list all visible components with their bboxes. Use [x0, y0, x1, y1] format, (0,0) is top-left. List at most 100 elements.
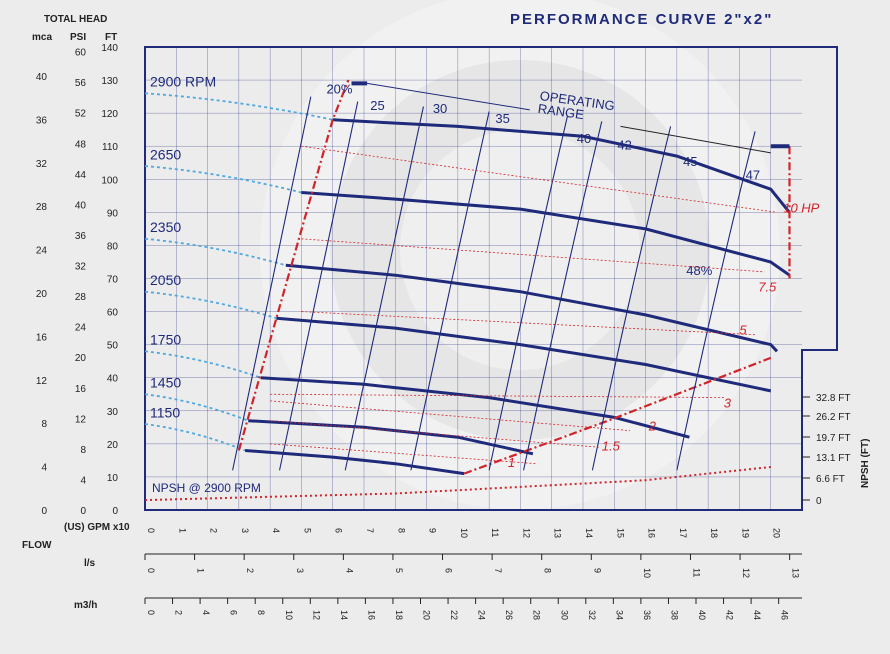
psi-header: PSI — [70, 32, 86, 43]
gpm-tick: 16 — [647, 528, 657, 538]
ft-tick: 120 — [101, 109, 118, 120]
ft-tick: 100 — [101, 175, 118, 186]
power-label: 3 — [724, 395, 732, 410]
psi-tick: 20 — [75, 353, 87, 364]
gpm-tick: 20 — [772, 528, 782, 538]
psi-tick: 32 — [75, 262, 87, 273]
m3h-tick: 12 — [311, 610, 321, 620]
psi-tick: 36 — [75, 231, 87, 242]
psi-tick: 60 — [75, 48, 87, 59]
mca-tick: 0 — [41, 506, 47, 517]
gpm-tick: 18 — [709, 528, 719, 538]
series-dashed-extension — [144, 350, 262, 379]
psi-tick: 40 — [75, 200, 87, 211]
ls-tick: 6 — [444, 568, 454, 573]
series-line — [244, 449, 465, 476]
efficiency-line — [344, 106, 424, 471]
gpm-tick: 17 — [678, 528, 688, 538]
npsh-tick: 6.6 FT — [816, 474, 845, 485]
gpm-tick: 10 — [459, 528, 469, 538]
psi-tick: 4 — [80, 475, 86, 486]
efficiency-label: 35 — [495, 111, 509, 126]
mca-header: mca — [32, 32, 52, 43]
series-dashed-extension — [144, 165, 302, 194]
gpm-tick: 4 — [271, 528, 281, 533]
series-line — [332, 118, 791, 214]
m3h-tick: 42 — [725, 610, 735, 620]
m3h-tick: 26 — [504, 610, 514, 620]
psi-tick: 24 — [75, 323, 87, 334]
power-label: 7.5 — [758, 280, 777, 295]
ft-tick: 10 — [107, 473, 119, 484]
npsh-curve-label: NPSH @ 2900 RPM — [152, 481, 261, 495]
m3h-tick: 44 — [752, 610, 762, 620]
efficiency-label: 25 — [370, 98, 384, 113]
efficiency-label: 48% — [686, 263, 712, 278]
gpm-tick: 6 — [334, 528, 344, 533]
series-dashed-extension — [144, 237, 287, 267]
power-label: 2 — [648, 419, 657, 434]
npsh-tick: 32.8 FT — [816, 393, 850, 404]
m3h-tick: 46 — [780, 610, 790, 620]
ls-tick: 0 — [146, 568, 156, 573]
ft-tick: 80 — [107, 241, 119, 252]
ls-tick: 2 — [245, 568, 255, 573]
mca-tick: 40 — [36, 72, 48, 83]
m3h-tick: 8 — [256, 610, 266, 615]
psi-tick: 16 — [75, 384, 87, 395]
gpm-tick: 14 — [584, 528, 594, 538]
ft-tick: 130 — [101, 76, 118, 87]
psi-tick: 0 — [80, 506, 86, 517]
ft-tick: 140 — [101, 43, 118, 54]
m3h-tick: 16 — [366, 610, 376, 620]
power-line — [301, 238, 765, 273]
gpm-tick: 12 — [521, 528, 531, 538]
chart-title: PERFORMANCE CURVE 2"x2" — [510, 11, 773, 28]
series-line — [285, 263, 779, 353]
ft-tick: 70 — [107, 275, 119, 286]
ls-tick: 10 — [642, 568, 652, 578]
gpm-tick: 9 — [428, 528, 438, 533]
series-label: 2900 RPM — [150, 74, 216, 90]
mca-tick: 24 — [36, 246, 48, 257]
ls-tick: 4 — [344, 568, 354, 573]
power-label: 5 — [739, 323, 747, 338]
ft-tick: 20 — [107, 440, 119, 451]
ls-tick: 1 — [196, 568, 206, 573]
ls-tick: 7 — [493, 568, 503, 573]
power-label: 1.5 — [602, 438, 621, 453]
gpm-tick: 19 — [740, 528, 750, 538]
efficiency-label: 42 — [617, 138, 631, 153]
m3h-tick: 24 — [477, 610, 487, 620]
series-label: 2650 — [150, 146, 181, 162]
m3h-tick: 4 — [201, 610, 211, 615]
efficiency-label: 45 — [683, 154, 697, 169]
ls-tick: 5 — [394, 568, 404, 573]
npsh-tick: 13.1 FT — [816, 453, 850, 464]
series-label: 1150 — [150, 404, 180, 420]
gpm-tick: 0 — [146, 528, 156, 533]
ft-tick: 30 — [107, 407, 119, 418]
axes: 0102030405060708090100110120130140048121… — [36, 43, 851, 620]
psi-tick: 44 — [75, 170, 87, 181]
mca-tick: 8 — [41, 419, 47, 430]
m3h-tick: 18 — [394, 610, 404, 620]
psi-tick: 12 — [75, 414, 87, 425]
efficiency-line — [410, 111, 490, 471]
m3h-tick: 2 — [174, 610, 184, 615]
m3h-tick: 20 — [422, 610, 432, 620]
plot-frame — [144, 46, 838, 511]
gpm-tick: 8 — [396, 528, 406, 533]
power-label: 1 — [508, 455, 515, 470]
gpm-tick: 2 — [209, 528, 219, 533]
psi-tick: 48 — [75, 139, 87, 150]
flow-label: FLOW — [22, 540, 52, 551]
series-label: 1450 — [150, 375, 181, 391]
ft-tick: 60 — [107, 308, 119, 319]
m3h-tick: 30 — [559, 610, 569, 620]
series-label: 1750 — [150, 332, 181, 348]
gpm-tick: 13 — [553, 528, 563, 538]
efficiency-line — [488, 116, 568, 471]
